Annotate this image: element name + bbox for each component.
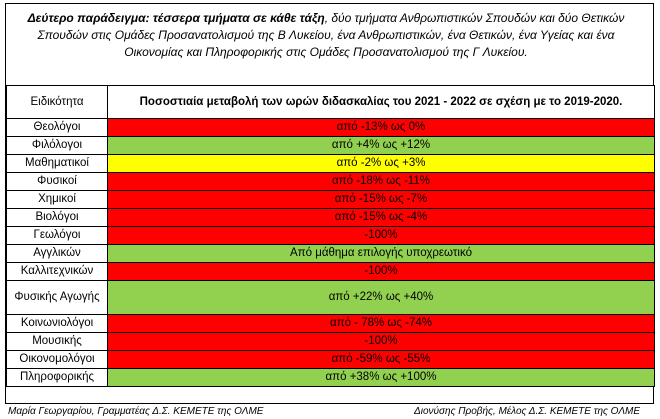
specialty-cell: Κοινωνιολόγοι bbox=[6, 314, 108, 333]
table-row: Φιλόλογοι από +4% ως +12% bbox=[6, 136, 655, 155]
table-row: Καλλιτεχνικών -100% bbox=[6, 262, 655, 281]
intro-lead: Δεύτερο παράδειγμα: τέσσερα τμήματα σε κ… bbox=[27, 11, 325, 25]
specialty-cell: Χημικοί bbox=[6, 190, 108, 209]
specialty-cell: Φυσικής Αγωγής bbox=[6, 280, 108, 315]
change-cell: από - 78% ως -74% bbox=[107, 314, 655, 333]
change-cell: από +22% ως +40% bbox=[107, 280, 655, 315]
table-row: Μουσικής -100% bbox=[6, 332, 655, 351]
specialty-cell: Βιολόγοι bbox=[6, 208, 108, 227]
specialty-cell: Μουσικής bbox=[6, 332, 108, 351]
table-row: Γεωλόγοι -100% bbox=[6, 226, 655, 245]
table-row: Χημικοί από -15% ως -7% bbox=[6, 190, 655, 209]
specialty-cell: Οικονομολόγοι bbox=[6, 350, 108, 369]
specialty-cell: Φυσικοί bbox=[6, 172, 108, 191]
change-cell: από +38% ως +100% bbox=[107, 368, 655, 387]
change-cell: -100% bbox=[107, 332, 655, 351]
change-cell: από -15% ως -7% bbox=[107, 190, 655, 209]
change-cell: από +4% ως +12% bbox=[107, 136, 655, 155]
change-cell: Από μάθημα επιλογής υποχρεωτικό bbox=[107, 244, 655, 263]
footer-author-left: Μαρία Γεωργαρίου, Γραμματέας Δ.Σ. ΚΕΜΕΤΕ… bbox=[8, 406, 264, 417]
table-row: Θεολόγοι από -13% ως 0% bbox=[6, 118, 655, 137]
footer-author-right: Διονύσης Προβής, Μέλος Δ.Σ. ΚΕΜΕΤΕ της Ο… bbox=[414, 406, 640, 417]
specialty-cell: Γεωλόγοι bbox=[6, 226, 108, 245]
intro-paragraph: Δεύτερο παράδειγμα: τέσσερα τμήματα σε κ… bbox=[8, 0, 644, 80]
change-cell: από -18% ως -11% bbox=[107, 172, 655, 191]
table-header-row: Ειδικότητα Ποσοστιαία μεταβολή των ωρών … bbox=[6, 85, 655, 119]
table-row: Πληροφορικής από +38% ως +100% bbox=[6, 368, 655, 387]
specialty-cell: Πληροφορικής bbox=[6, 368, 108, 387]
specialty-cell: Αγγλικών bbox=[6, 244, 108, 263]
intro-body: , δύο τμήματα Ανθρωπιστικών Σπουδών και … bbox=[37, 11, 625, 59]
table-row: Φυσικής Αγωγής από +22% ως +40% bbox=[6, 280, 655, 315]
table-row: Κοινωνιολόγοι από - 78% ως -74% bbox=[6, 314, 655, 333]
change-cell: από -15% ως -4% bbox=[107, 208, 655, 227]
hours-change-table: Ειδικότητα Ποσοστιαία μεταβολή των ωρών … bbox=[6, 85, 655, 387]
change-cell: από -2% ως +3% bbox=[107, 154, 655, 173]
change-cell: από -59% ως -55% bbox=[107, 350, 655, 369]
specialty-cell: Θεολόγοι bbox=[6, 118, 108, 137]
table-row: Μαθηματικοί από -2% ως +3% bbox=[6, 154, 655, 173]
specialty-column-header: Ειδικότητα bbox=[6, 85, 108, 119]
change-cell: -100% bbox=[107, 262, 655, 281]
specialty-cell: Φιλόλογοι bbox=[6, 136, 108, 155]
table-row: Οικονομολόγοι από -59% ως -55% bbox=[6, 350, 655, 369]
change-cell: -100% bbox=[107, 226, 655, 245]
change-cell: από -13% ως 0% bbox=[107, 118, 655, 137]
change-column-header: Ποσοστιαία μεταβολή των ωρών διδασκαλίας… bbox=[107, 85, 655, 119]
table-body: Θεολόγοι από -13% ως 0% Φιλόλογοι από +4% ω… bbox=[6, 118, 655, 387]
table-row: Βιολόγοι από -15% ως -4% bbox=[6, 208, 655, 227]
specialty-cell: Καλλιτεχνικών bbox=[6, 262, 108, 281]
table-row: Φυσικοί από -18% ως -11% bbox=[6, 172, 655, 191]
specialty-cell: Μαθηματικοί bbox=[6, 154, 108, 173]
table-row: Αγγλικών Από μάθημα επιλογής υποχρεωτικό bbox=[6, 244, 655, 263]
